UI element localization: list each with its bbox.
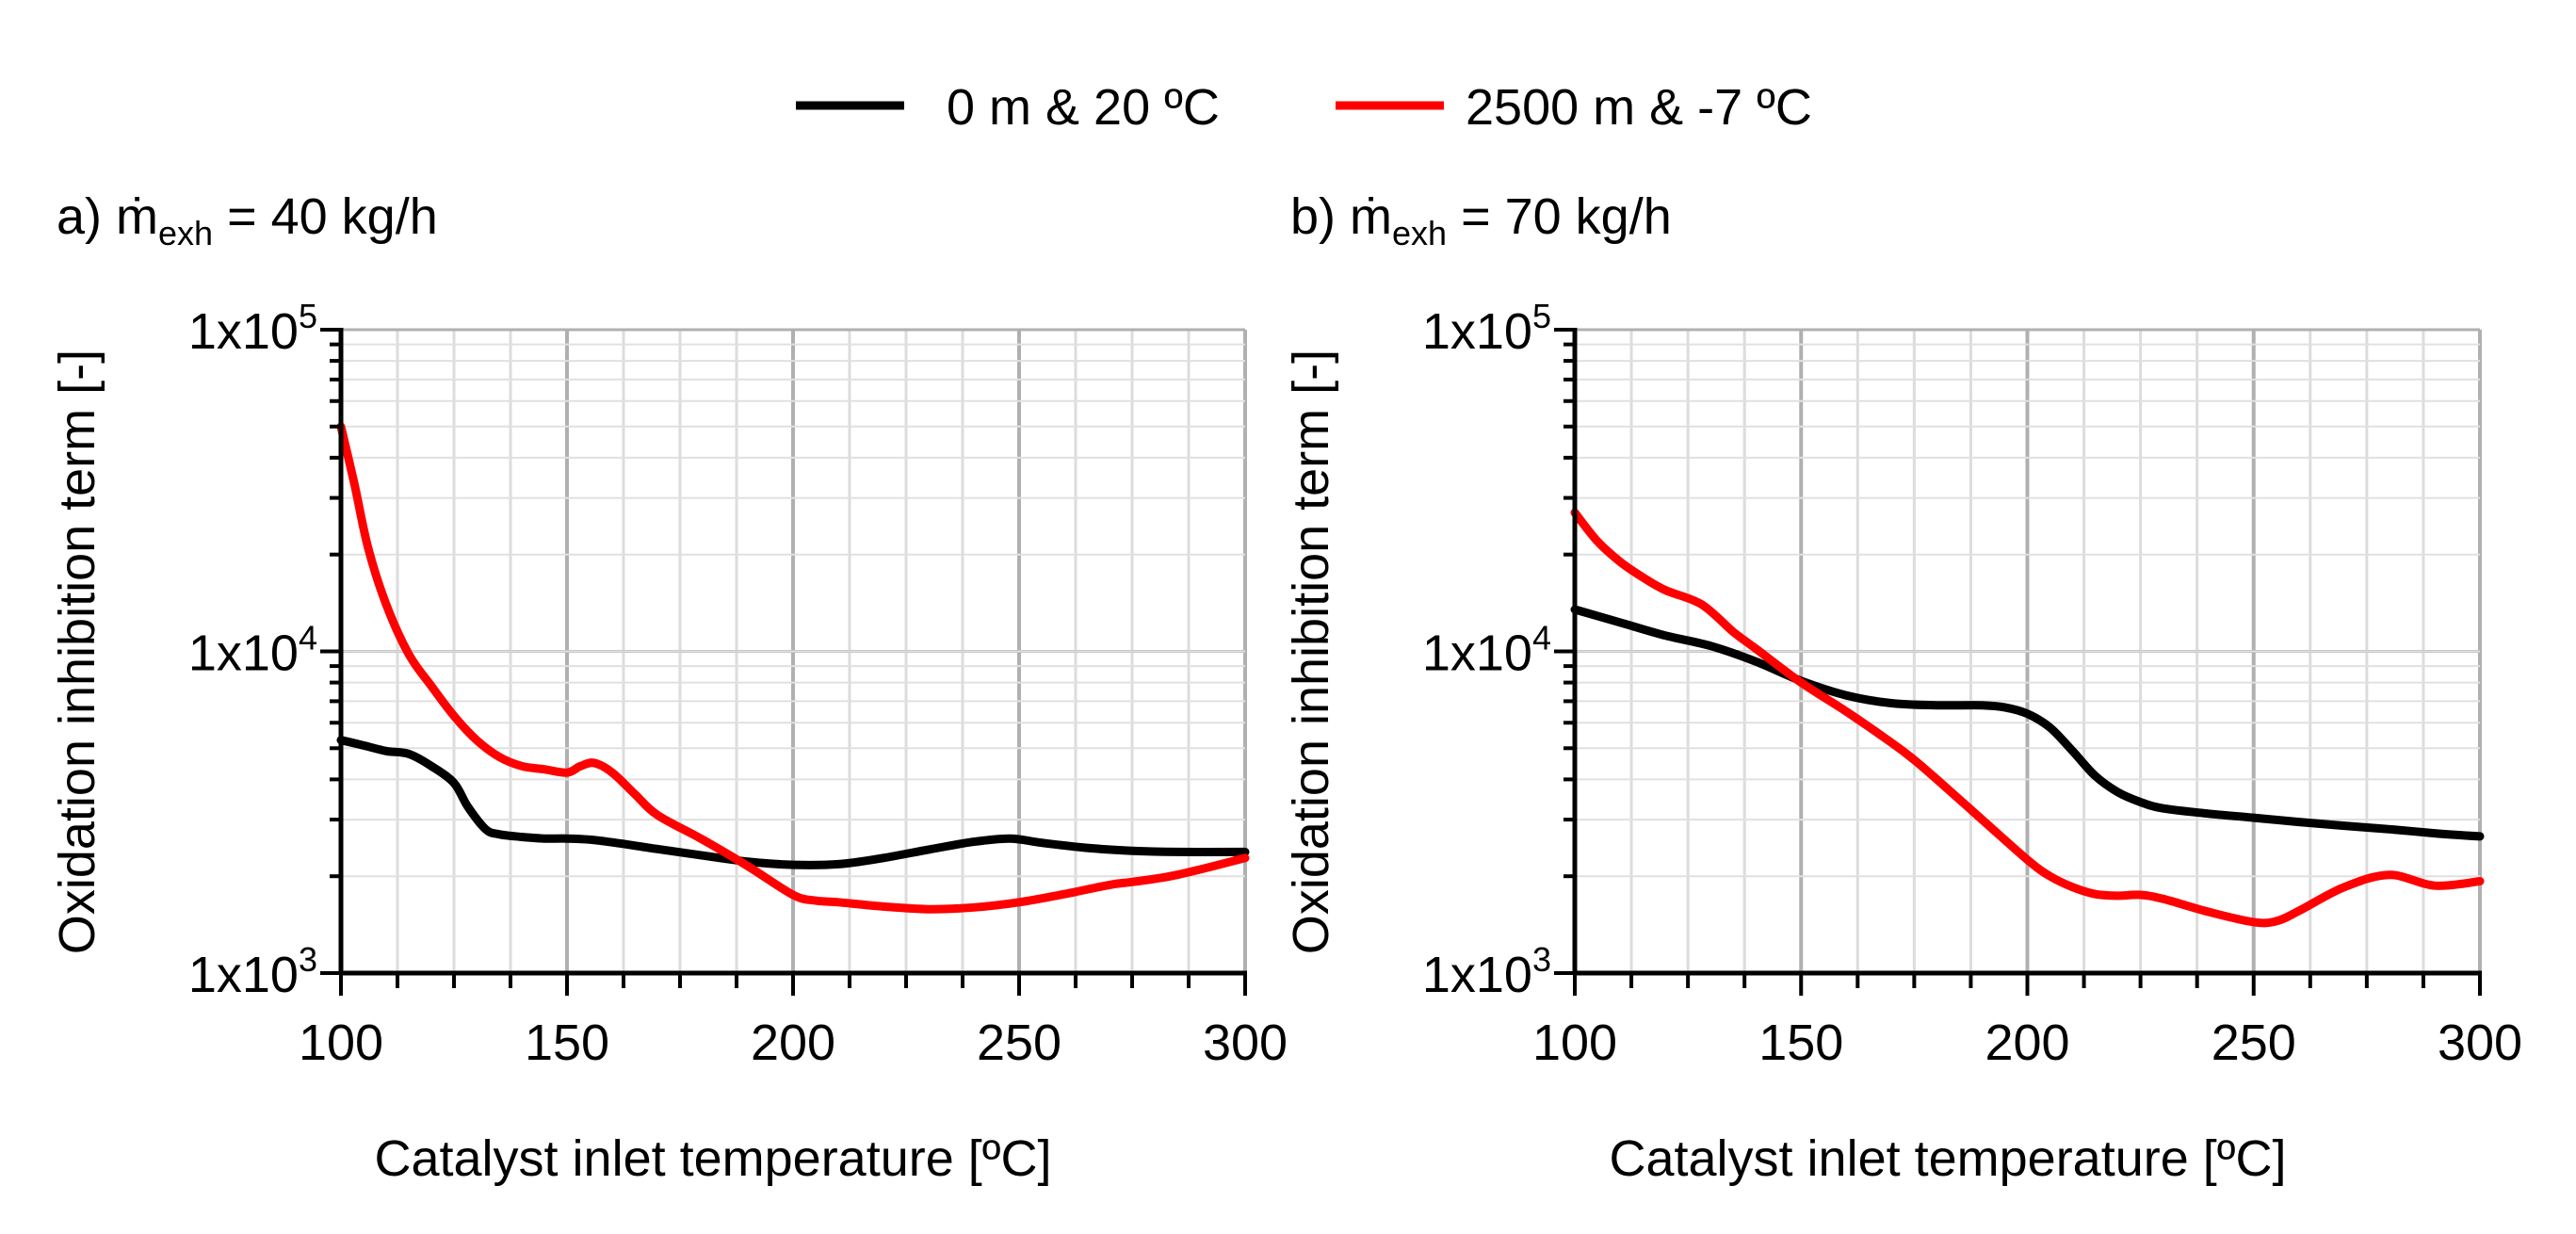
panel-a-x-axis-label: Catalyst inlet temperature [ºC]: [374, 1130, 1051, 1187]
legend: 0 m & 20 ºC 2500 m & -7 ºC: [796, 79, 1812, 136]
legend-label-2500m-minus7c: 2500 m & -7 ºC: [1466, 79, 1812, 136]
panel-a-y-tick-label-100000: 1x105: [188, 297, 317, 360]
panel-b-x-tick-label-100: 100: [1532, 1015, 1617, 1071]
panel-a-axes: [320, 328, 1247, 996]
panel-a-x-tick-label-150: 150: [525, 1015, 609, 1071]
panel-b-x-tick-label-150: 150: [1758, 1015, 1843, 1071]
panel-b-grid: [1575, 328, 2482, 973]
panel-a: a) ṁexh = 40 kg/h 100 150 200 250 300 1x103 1x…: [49, 188, 1288, 1187]
panel-a-x-tick-label-300: 300: [1203, 1015, 1288, 1071]
panel-a-series-2500m-minus7c-line: [336, 422, 1250, 914]
panel-a-tick-labels: 100 150 200 250 300 1x103 1x104 1x105: [188, 297, 1288, 1071]
panel-a-title: a) ṁexh = 40 kg/h: [57, 188, 438, 252]
panel-b-tick-labels: 100 150 200 250 300 1x103 1x104 1x105: [1422, 297, 2522, 1071]
panel-b-x-tick-label-300: 300: [2438, 1015, 2522, 1071]
panel-a-x-tick-label-100: 100: [299, 1015, 383, 1071]
panel-a-y-tick-label-10000: 1x104: [188, 619, 317, 682]
panel-b-x-tick-label-200: 200: [1985, 1015, 2069, 1071]
panel-a-x-tick-label-200: 200: [751, 1015, 835, 1071]
panel-b-axes: [1554, 328, 2482, 996]
panel-a-grid: [341, 328, 1247, 973]
panel-b-series-0m-20c-line: [1570, 605, 2485, 841]
panel-b-title: b) ṁexh = 70 kg/h: [1290, 188, 1672, 252]
panel-b-y-axis-label: Oxidation inhibition term [-]: [1283, 349, 1339, 954]
panel-b-x-tick-label-250: 250: [2211, 1015, 2296, 1071]
panel-b-series: [1570, 508, 2485, 928]
panel-b-series-2500m-minus7c-line: [1570, 508, 2485, 928]
legend-label-0m-20c: 0 m & 20 ºC: [947, 79, 1220, 136]
panel-b-y-tick-label-1000: 1x103: [1422, 940, 1551, 1003]
panel-a-y-axis-label: Oxidation inhibition term [-]: [49, 349, 105, 954]
panel-b-y-tick-label-10000: 1x104: [1422, 619, 1551, 682]
panel-a-series-0m-20c-line: [336, 736, 1250, 869]
panel-a-x-tick-label-250: 250: [977, 1015, 1061, 1071]
panel-a-series: [336, 422, 1250, 914]
panel-b-x-axis-label: Catalyst inlet temperature [ºC]: [1609, 1130, 2286, 1187]
panel-b: b) ṁexh = 70 kg/h 100 150 200 250 300 1x103 1x…: [1283, 188, 2522, 1187]
panel-b-y-tick-label-100000: 1x105: [1422, 297, 1551, 360]
panel-a-y-tick-label-1000: 1x103: [188, 940, 317, 1003]
